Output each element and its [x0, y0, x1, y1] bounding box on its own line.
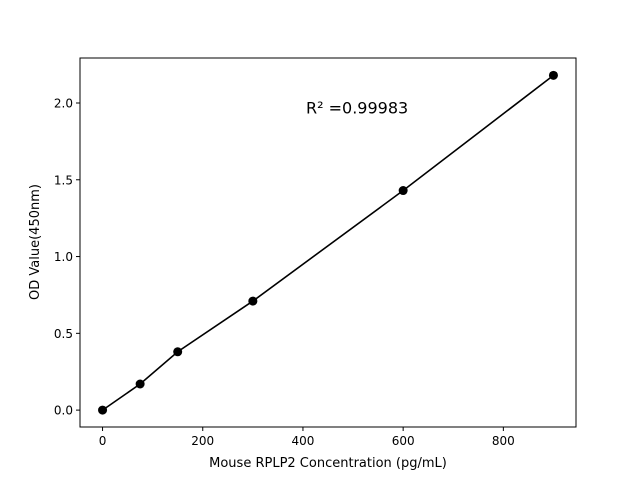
data-point [98, 405, 108, 415]
x-tick-label: 600 [392, 434, 415, 448]
y-tick-label: 1.5 [54, 173, 73, 187]
series-line [102, 74, 554, 411]
y-tick-label: 0.5 [54, 327, 73, 341]
data-point [135, 379, 145, 389]
y-tick-label: 1.0 [54, 250, 73, 264]
x-axis-label: Mouse RPLP2 Concentration (pg/mL) [209, 456, 447, 471]
data-point [173, 347, 183, 357]
x-tick-label: 200 [191, 434, 214, 448]
x-tick-label: 400 [291, 434, 314, 448]
data-point [248, 296, 258, 306]
r-squared-annotation: R² =0.99983 [306, 99, 408, 118]
x-tick-label: 800 [492, 434, 515, 448]
data-point [398, 186, 408, 196]
plot-frame [79, 57, 577, 428]
x-tick-label: 0 [99, 434, 107, 448]
y-axis-label: OD Value(450nm) [28, 184, 43, 300]
y-tick-label: 2.0 [54, 96, 73, 110]
data-point [548, 70, 558, 80]
y-tick-label: 0.0 [54, 404, 73, 418]
